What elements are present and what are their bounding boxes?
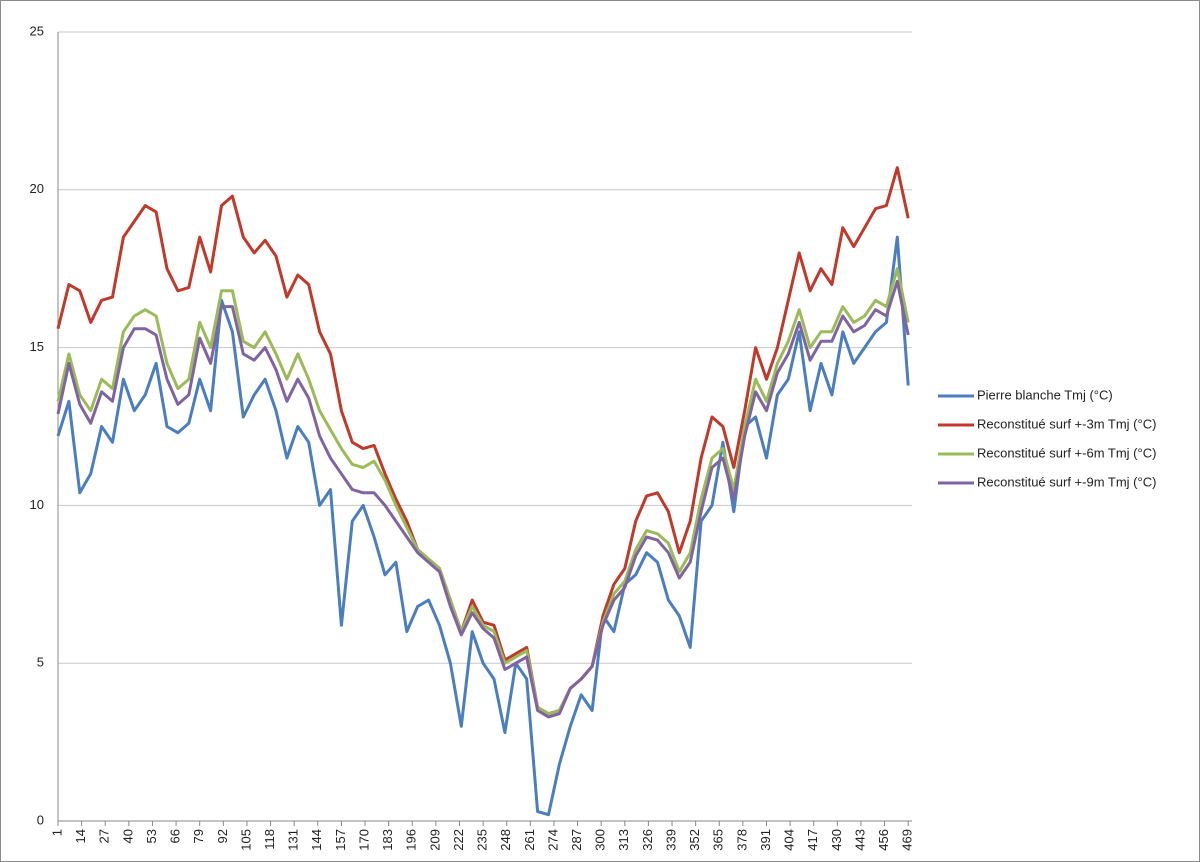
legend-label: Pierre blanche Tmj (°C)	[977, 387, 1113, 402]
x-tick-label: 144	[309, 829, 324, 851]
series-line	[56, 235, 910, 817]
x-tick-label: 248	[498, 829, 513, 851]
x-tick-label: 274	[545, 829, 560, 851]
x-tick-label: 209	[427, 829, 442, 851]
x-tick-label: 53	[144, 829, 159, 843]
legend-label: Reconstitué surf +-6m Tmj (°C)	[977, 445, 1156, 460]
x-tick-label: 352	[687, 829, 702, 851]
x-tick-label: 443	[852, 829, 867, 851]
x-tick-label: 183	[380, 829, 395, 851]
x-tick-label: 105	[238, 829, 253, 851]
x-tick-label: 326	[640, 829, 655, 851]
series-line	[56, 166, 910, 716]
x-tick-label: 131	[286, 829, 301, 851]
x-tick-label: 222	[451, 829, 466, 851]
x-tick-label: 261	[522, 829, 537, 851]
x-tick-label: 430	[829, 829, 844, 851]
y-tick-label: 10	[30, 497, 44, 512]
x-tick-label: 170	[356, 829, 371, 851]
x-tick-label: 1	[49, 829, 64, 836]
x-tick-label: 417	[805, 829, 820, 851]
x-tick-label: 79	[191, 829, 206, 843]
x-tick-label: 157	[333, 829, 348, 851]
x-tick-label: 391	[758, 829, 773, 851]
series-line	[56, 267, 910, 716]
x-tick-label: 287	[569, 829, 584, 851]
x-tick-label: 456	[876, 829, 891, 851]
x-tick-label: 469	[900, 829, 915, 851]
x-tick-label: 313	[616, 829, 631, 851]
series-line	[56, 279, 910, 719]
y-tick-label: 5	[37, 655, 44, 670]
x-tick-label: 14	[73, 829, 88, 843]
legend-label: Reconstitué surf +-3m Tmj (°C)	[977, 416, 1156, 431]
x-tick-label: 118	[262, 829, 277, 850]
x-tick-label: 300	[593, 829, 608, 851]
y-tick-label: 0	[37, 812, 44, 827]
x-tick-label: 378	[734, 829, 749, 851]
x-tick-label: 66	[168, 829, 183, 843]
x-tick-label: 92	[215, 829, 230, 843]
y-tick-label: 25	[30, 23, 44, 38]
x-tick-label: 365	[711, 829, 726, 851]
x-tick-label: 27	[97, 829, 112, 843]
x-tick-label: 196	[404, 829, 419, 851]
x-tick-label: 404	[782, 829, 797, 851]
x-tick-label: 40	[120, 829, 135, 843]
x-tick-label: 235	[475, 829, 490, 851]
legend-label: Reconstitué surf +-9m Tmj (°C)	[977, 474, 1156, 489]
y-tick-label: 20	[30, 181, 44, 196]
y-tick-label: 15	[30, 339, 44, 354]
x-tick-label: 339	[663, 829, 678, 851]
